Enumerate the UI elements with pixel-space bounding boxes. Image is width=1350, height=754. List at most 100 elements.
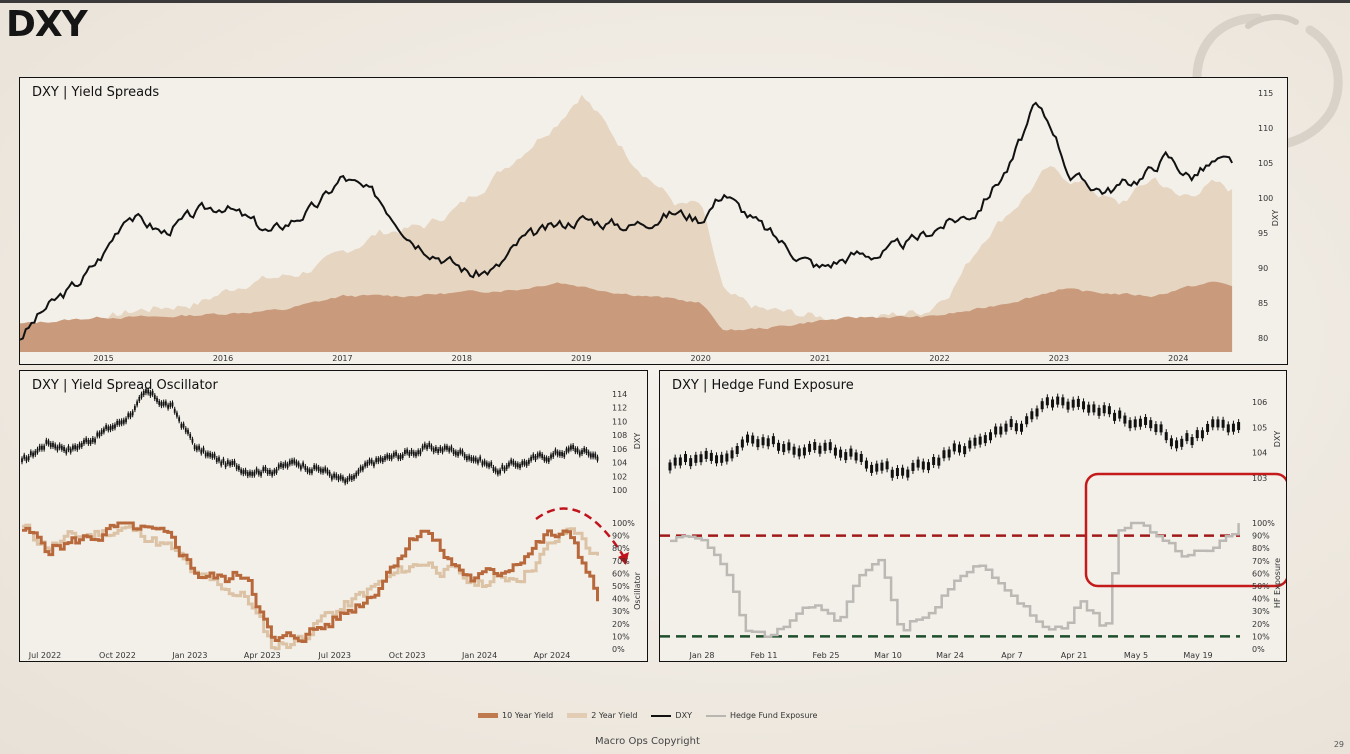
candle-body-dxy — [1066, 401, 1070, 410]
candle-body-dxy — [906, 469, 910, 478]
candle-body-dxy — [527, 459, 530, 464]
x-tick-label: Apr 2023 — [244, 651, 281, 660]
x-tick-label: Jul 2023 — [317, 651, 351, 660]
candle-body-dxy — [1123, 415, 1127, 424]
candle-body-dxy — [29, 451, 32, 456]
candle-body-dxy — [870, 464, 874, 473]
candle-body-dxy — [390, 455, 393, 460]
candle-body-dxy — [187, 429, 189, 434]
x-tick-label: Jan 2023 — [171, 651, 207, 660]
candle-body-dxy — [122, 419, 125, 424]
candle-body-dxy — [720, 454, 724, 463]
x-tick-label: 2017 — [332, 354, 352, 363]
candle-body-dxy — [746, 434, 750, 443]
candle-body-dxy — [1231, 423, 1235, 432]
x-tick-label: 2016 — [213, 354, 233, 363]
candle-body-dxy — [439, 446, 442, 451]
candle-body-dxy — [1190, 437, 1194, 446]
candle-body-dxy — [311, 469, 313, 474]
candle-body-dxy — [844, 452, 848, 461]
candle-body-dxy — [576, 448, 579, 453]
candle-body-dxy — [330, 475, 333, 480]
candle-body-dxy — [359, 466, 362, 471]
candle-body-dxy — [32, 452, 34, 457]
candle-body-dxy — [1185, 433, 1189, 442]
candle-body-dxy — [25, 457, 28, 462]
candle-body-dxy — [1216, 419, 1220, 428]
x-tick-label: 2023 — [1049, 354, 1069, 363]
candle-body-dxy — [477, 459, 479, 464]
candle-body-dxy — [994, 426, 998, 435]
candle-body-dxy — [505, 464, 508, 469]
candle-body-dxy — [397, 455, 400, 460]
hedge-fund-panel: DXY | Hedge Fund Exposure Jan 28 Feb 11 Fe… — [659, 370, 1287, 662]
x-tick-label: 2024 — [1168, 354, 1188, 363]
candle-body-dxy — [178, 417, 181, 422]
candle-body-dxy — [118, 420, 121, 425]
candle-body-dxy — [231, 461, 234, 466]
candle-body-dxy — [1200, 430, 1204, 439]
candle-body-dxy — [421, 445, 424, 450]
area-series-10-year-yield — [20, 281, 1233, 352]
candle-body-dxy — [532, 454, 535, 459]
candle-body-dxy — [207, 452, 209, 457]
x-tick-label: Apr 21 — [1061, 651, 1088, 660]
candle-body-dxy — [818, 445, 822, 454]
candle-body-dxy — [550, 454, 552, 459]
candle-body-dxy — [419, 450, 422, 455]
y-tick-label-dxy: 100 — [612, 486, 627, 495]
y-tick-label-osc: 10% — [612, 632, 630, 641]
x-tick-label: Jan 2024 — [461, 651, 497, 660]
candle-body-dxy — [182, 423, 185, 428]
candle-body-dxy — [525, 461, 528, 466]
candle-body-dxy — [251, 471, 254, 476]
candle-body-dxy — [678, 457, 682, 466]
y-tick-label: 85 — [1258, 299, 1268, 308]
candle-body-dxy — [1030, 411, 1034, 420]
candle-body-dxy — [472, 457, 475, 462]
candle-body-dxy — [583, 447, 586, 452]
x-tick-label: Jul 2022 — [28, 651, 62, 660]
candle-body-dxy — [567, 447, 570, 452]
candle-body-dxy — [96, 432, 99, 437]
candle-body-dxy — [459, 449, 462, 454]
candle-body-dxy — [849, 448, 853, 457]
candle-body-dxy — [260, 471, 262, 476]
candle-body-dxy — [556, 451, 559, 456]
candle-body-dxy — [209, 452, 212, 457]
page-number: 29 — [1333, 740, 1344, 749]
candle-body-dxy — [1206, 423, 1210, 432]
candle-body-dxy — [36, 448, 39, 453]
y-tick-label: 105 — [1258, 159, 1273, 168]
candle-body-dxy — [519, 464, 521, 469]
candle-body-dxy — [563, 452, 566, 457]
candle-body-dxy — [428, 442, 431, 447]
candle-body-dxy — [541, 454, 544, 459]
y-axis-label: DXY — [1271, 210, 1280, 227]
candle-body-dxy — [392, 452, 395, 457]
candle-body-dxy — [1159, 424, 1163, 433]
candle-body-dxy — [140, 393, 143, 398]
y-tick-label-dxy: 104 — [1252, 449, 1267, 458]
candle-body-dxy — [483, 460, 486, 465]
candle-body-dxy — [534, 456, 537, 461]
candle-body-dxy — [164, 401, 167, 406]
candle-body-dxy — [570, 445, 572, 450]
candle-body-dxy — [91, 438, 94, 443]
y-tick-label: 95 — [1258, 229, 1268, 238]
candle-body-dxy — [169, 402, 172, 407]
candle-body-dxy — [839, 449, 843, 458]
candle-body-dxy — [1118, 410, 1122, 419]
candle-body-dxy — [594, 453, 597, 458]
candle-body-dxy — [552, 452, 555, 457]
y-tick-label-osc: 30% — [612, 607, 630, 616]
candle-body-dxy — [1113, 412, 1117, 421]
x-tick-label: Oct 2022 — [99, 651, 136, 660]
y-tick-label-osc: 20% — [612, 620, 630, 629]
y-tick-label-dxy: 110 — [612, 417, 627, 426]
legend-item: Hedge Fund Exposure — [705, 711, 817, 720]
y-tick-label-hf: 20% — [1252, 620, 1270, 629]
candle-body-dxy — [937, 457, 941, 466]
candle-body-dxy — [926, 462, 930, 471]
candle-body-dxy — [558, 451, 561, 456]
